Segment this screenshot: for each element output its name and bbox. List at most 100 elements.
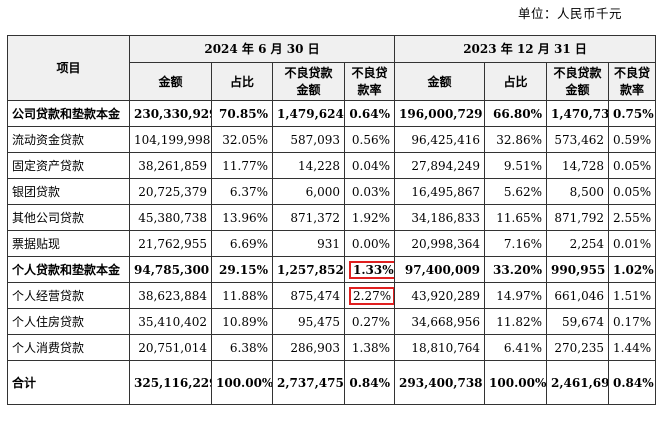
cell-npl-amount: 14,228 [272, 152, 345, 179]
cell-npl-rate: 1.02% [608, 256, 657, 283]
cell-amount: 96,425,416 [394, 126, 486, 153]
cell-npl-rate: 0.64% [343, 100, 396, 127]
cell-npl-amount: 6,000 [272, 178, 345, 205]
cell-npl-amount: 2,737,475 [272, 360, 345, 405]
cell-npl-amount: 1,470,736 [546, 100, 610, 127]
cell-npl-rate: 1.33% [343, 256, 396, 283]
header-period-2023: 2023 年 12 月 31 日 [394, 35, 657, 63]
row-label: 其他公司贷款 [7, 204, 130, 231]
header-npl-amount: 不良贷款 金额 [272, 62, 345, 101]
cell-ratio: 100.00% [211, 360, 273, 405]
table-row: 个人住房贷款 35,410,402 10.89% 95,475 0.27% 34… [7, 308, 657, 335]
unit-label: 单位：人民币千元 [517, 6, 622, 21]
cell-npl-amount: 286,903 [272, 334, 345, 361]
cell-ratio: 29.15% [211, 256, 273, 283]
cell-amount: 38,261,859 [129, 152, 212, 179]
cell-ratio: 13.96% [211, 204, 273, 231]
cell-amount: 35,410,402 [129, 308, 212, 335]
cell-npl-amount: 875,474 [272, 282, 345, 309]
cell-npl-rate: 0.56% [343, 126, 396, 153]
cell-ratio: 14.97% [484, 282, 548, 309]
highlighted-value: 2.27% [349, 286, 394, 305]
cell-npl-rate: 1.51% [608, 282, 657, 309]
cell-npl-amount: 1,479,624 [272, 100, 345, 127]
table-row: 流动资金贷款 104,199,998 32.05% 587,093 0.56% … [7, 126, 657, 153]
row-label: 个人消费贷款 [7, 334, 130, 361]
cell-npl-amount: 2,461,691 [546, 360, 610, 405]
cell-ratio: 11.65% [484, 204, 548, 231]
row-label: 个人经营贷款 [7, 282, 130, 309]
cell-npl-rate: 0.27% [343, 308, 396, 335]
cell-npl-amount: 931 [272, 230, 345, 257]
header-npl-rate: 不良贷 款率 [608, 62, 657, 101]
header-ratio: 占比 [211, 62, 273, 101]
cell-npl-amount: 1,257,852 [272, 256, 345, 283]
table-row: 个人消费贷款 20,751,014 6.38% 286,903 1.38% 18… [7, 334, 657, 361]
cell-npl-amount: 871,372 [272, 204, 345, 231]
cell-npl-rate: 0.17% [608, 308, 657, 335]
table-row: 其他公司贷款 45,380,738 13.96% 871,372 1.92% 3… [7, 204, 657, 231]
cell-amount: 196,000,729 [394, 100, 486, 127]
table-row: 个人贷款和垫款本金 94,785,300 29.15% 1,257,852 1.… [7, 256, 657, 283]
cell-ratio: 6.41% [484, 334, 548, 361]
cell-amount: 104,199,998 [129, 126, 212, 153]
header-ratio: 占比 [484, 62, 548, 101]
cell-npl-rate: 0.84% [343, 360, 396, 405]
cell-amount: 21,762,955 [129, 230, 212, 257]
table-row: 个人经营贷款 38,623,884 11.88% 875,474 2.27% 4… [7, 282, 657, 309]
cell-npl-rate: 0.00% [343, 230, 396, 257]
header-amount: 金额 [394, 62, 486, 101]
cell-amount: 43,920,289 [394, 282, 486, 309]
cell-ratio: 32.86% [484, 126, 548, 153]
cell-ratio: 10.89% [211, 308, 273, 335]
header-npl-rate: 不良贷 款率 [343, 62, 396, 101]
cell-ratio: 6.38% [211, 334, 273, 361]
row-label: 银团贷款 [7, 178, 130, 205]
cell-npl-amount: 270,235 [546, 334, 610, 361]
cell-amount: 18,810,764 [394, 334, 486, 361]
cell-npl-rate: 0.59% [608, 126, 657, 153]
table-row: 公司贷款和垫款本金 230,330,929 70.85% 1,479,624 0… [7, 100, 657, 127]
cell-npl-rate: 0.03% [343, 178, 396, 205]
cell-amount: 97,400,009 [394, 256, 486, 283]
cell-amount: 34,186,833 [394, 204, 486, 231]
cell-npl-amount: 661,046 [546, 282, 610, 309]
table-row: 银团贷款 20,725,379 6.37% 6,000 0.03% 16,495… [7, 178, 657, 205]
cell-ratio: 32.05% [211, 126, 273, 153]
cell-npl-amount: 573,462 [546, 126, 610, 153]
cell-npl-amount: 587,093 [272, 126, 345, 153]
table-row: 票据贴现 21,762,955 6.69% 931 0.00% 20,998,3… [7, 230, 657, 257]
table-row-total: 合计 325,116,229 100.00% 2,737,475 0.84% 2… [7, 360, 657, 405]
row-label: 个人住房贷款 [7, 308, 130, 335]
cell-npl-amount: 2,254 [546, 230, 610, 257]
cell-npl-rate: 1.92% [343, 204, 396, 231]
cell-ratio: 6.37% [211, 178, 273, 205]
cell-npl-rate: 0.04% [343, 152, 396, 179]
row-label: 个人贷款和垫款本金 [7, 256, 130, 283]
cell-npl-amount: 14,728 [546, 152, 610, 179]
cell-ratio: 11.82% [484, 308, 548, 335]
cell-npl-rate: 0.84% [608, 360, 657, 405]
cell-amount: 230,330,929 [129, 100, 212, 127]
cell-amount: 94,785,300 [129, 256, 212, 283]
header-period-2024: 2024 年 6 月 30 日 [128, 35, 396, 63]
cell-npl-amount: 8,500 [546, 178, 610, 205]
cell-npl-amount: 95,475 [272, 308, 345, 335]
cell-npl-amount: 871,792 [546, 204, 610, 231]
loan-quality-table: 项目 2024 年 6 月 30 日 2023 年 12 月 31 日 金额 占… [7, 35, 657, 405]
cell-ratio: 7.16% [484, 230, 548, 257]
row-label: 公司贷款和垫款本金 [7, 100, 130, 127]
row-label: 固定资产贷款 [7, 152, 130, 179]
cell-npl-amount: 59,674 [546, 308, 610, 335]
cell-ratio: 5.62% [484, 178, 548, 205]
cell-ratio: 100.00% [484, 360, 548, 405]
cell-npl-rate: 1.44% [608, 334, 657, 361]
header-npl-amount: 不良贷款 金额 [546, 62, 610, 101]
cell-amount: 20,998,364 [394, 230, 486, 257]
cell-ratio: 9.51% [484, 152, 548, 179]
cell-amount: 45,380,738 [129, 204, 212, 231]
cell-ratio: 33.20% [484, 256, 548, 283]
cell-npl-rate: 2.27% [343, 282, 396, 309]
cell-amount: 34,668,956 [394, 308, 486, 335]
cell-npl-amount: 990,955 [546, 256, 610, 283]
